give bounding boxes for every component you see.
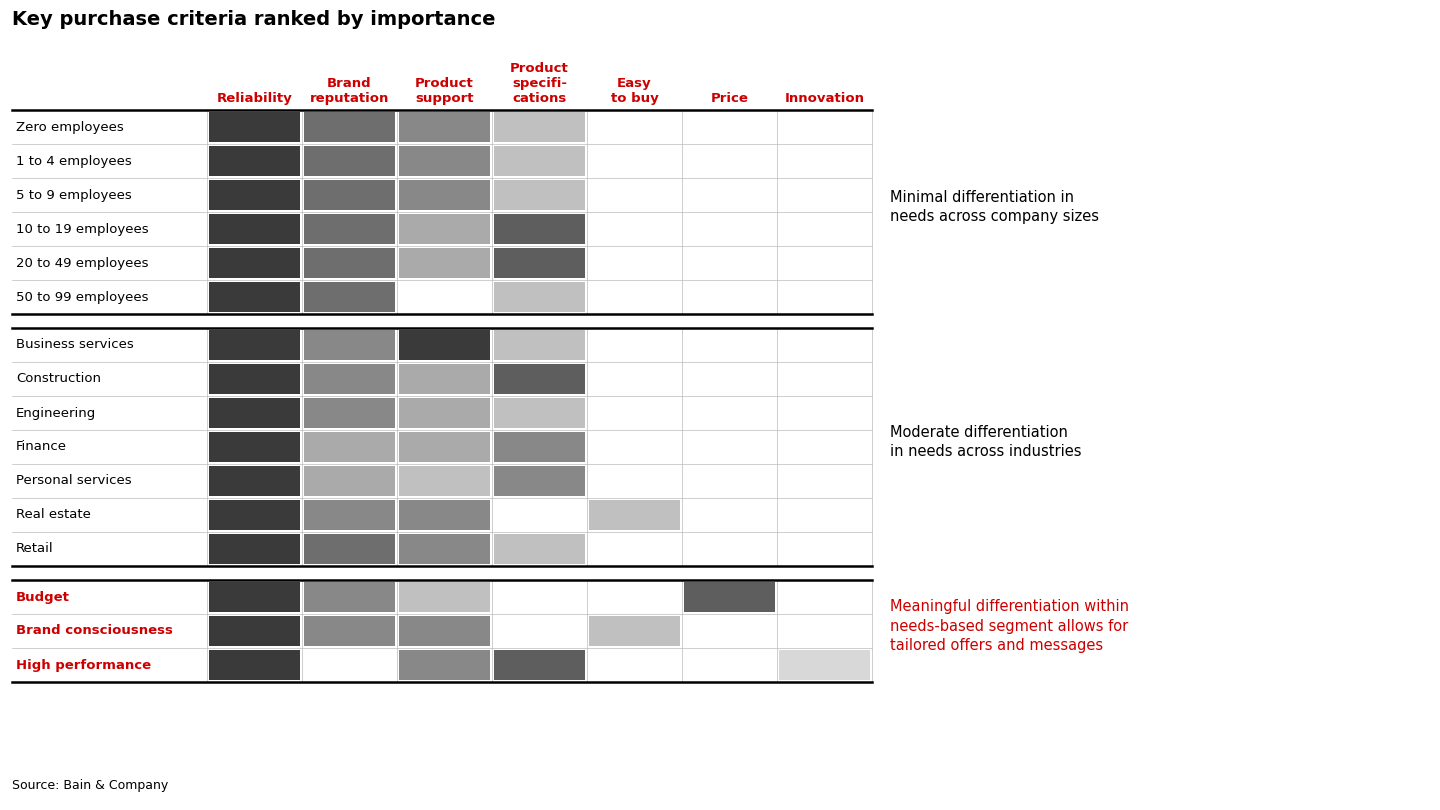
Bar xyxy=(209,214,300,244)
Bar xyxy=(304,248,395,278)
Bar xyxy=(684,582,775,612)
Bar xyxy=(304,180,395,210)
Bar xyxy=(304,282,395,312)
Bar xyxy=(494,534,585,564)
Bar xyxy=(304,616,395,646)
Bar xyxy=(399,214,490,244)
Bar xyxy=(494,364,585,394)
Text: Budget: Budget xyxy=(16,590,71,603)
Text: Real estate: Real estate xyxy=(16,509,91,522)
Text: Product
support: Product support xyxy=(415,77,474,105)
Bar xyxy=(494,112,585,142)
Bar xyxy=(494,466,585,496)
Text: Business services: Business services xyxy=(16,339,134,352)
Text: 50 to 99 employees: 50 to 99 employees xyxy=(16,291,148,304)
Bar xyxy=(304,432,395,462)
Bar xyxy=(399,364,490,394)
Text: Innovation: Innovation xyxy=(785,92,864,105)
Bar xyxy=(399,112,490,142)
Bar xyxy=(209,582,300,612)
Text: 20 to 49 employees: 20 to 49 employees xyxy=(16,257,148,270)
Text: Price: Price xyxy=(710,92,749,105)
Bar xyxy=(494,398,585,428)
Text: Key purchase criteria ranked by importance: Key purchase criteria ranked by importan… xyxy=(12,10,495,29)
Text: Personal services: Personal services xyxy=(16,475,131,488)
Bar xyxy=(304,466,395,496)
Text: Easy
to buy: Easy to buy xyxy=(611,77,658,105)
Text: Product
specifi-
cations: Product specifi- cations xyxy=(510,62,569,105)
Text: Reliability: Reliability xyxy=(216,92,292,105)
Bar xyxy=(209,282,300,312)
Bar xyxy=(494,432,585,462)
Bar xyxy=(209,616,300,646)
Bar xyxy=(399,330,490,360)
Text: Source: Bain & Company: Source: Bain & Company xyxy=(12,779,168,792)
Bar xyxy=(399,616,490,646)
Text: 5 to 9 employees: 5 to 9 employees xyxy=(16,189,131,202)
Text: Meaningful differentiation within
needs-based segment allows for
tailored offers: Meaningful differentiation within needs-… xyxy=(890,599,1129,654)
Bar xyxy=(494,282,585,312)
Text: Brand
reputation: Brand reputation xyxy=(310,77,389,105)
Text: High performance: High performance xyxy=(16,659,151,671)
Bar xyxy=(494,214,585,244)
Text: Zero employees: Zero employees xyxy=(16,121,124,134)
Bar xyxy=(209,466,300,496)
Text: Brand consciousness: Brand consciousness xyxy=(16,625,173,637)
Bar xyxy=(399,534,490,564)
Bar xyxy=(304,534,395,564)
Text: Retail: Retail xyxy=(16,543,53,556)
Bar xyxy=(779,650,870,680)
Bar xyxy=(209,248,300,278)
Bar xyxy=(399,466,490,496)
Bar xyxy=(494,330,585,360)
Bar xyxy=(399,248,490,278)
Bar xyxy=(589,500,680,530)
Bar xyxy=(209,364,300,394)
Text: Moderate differentiation
in needs across industries: Moderate differentiation in needs across… xyxy=(890,424,1081,459)
Bar xyxy=(209,112,300,142)
Bar xyxy=(589,616,680,646)
Bar xyxy=(209,330,300,360)
Bar xyxy=(494,146,585,176)
Bar xyxy=(399,432,490,462)
Bar xyxy=(304,330,395,360)
Bar xyxy=(399,500,490,530)
Text: 10 to 19 employees: 10 to 19 employees xyxy=(16,223,148,236)
Bar xyxy=(304,582,395,612)
Bar xyxy=(304,398,395,428)
Bar xyxy=(209,534,300,564)
Bar xyxy=(494,248,585,278)
Text: Construction: Construction xyxy=(16,373,101,386)
Bar xyxy=(304,364,395,394)
Bar xyxy=(209,500,300,530)
Bar xyxy=(209,146,300,176)
Bar xyxy=(304,146,395,176)
Text: 1 to 4 employees: 1 to 4 employees xyxy=(16,155,131,168)
Bar xyxy=(494,650,585,680)
Bar xyxy=(399,650,490,680)
Bar xyxy=(209,398,300,428)
Text: Engineering: Engineering xyxy=(16,407,96,420)
Text: Minimal differentiation in
needs across company sizes: Minimal differentiation in needs across … xyxy=(890,190,1099,224)
Bar xyxy=(494,180,585,210)
Bar xyxy=(304,112,395,142)
Bar xyxy=(399,398,490,428)
Bar xyxy=(209,432,300,462)
Bar xyxy=(209,650,300,680)
Bar xyxy=(399,146,490,176)
Bar xyxy=(399,582,490,612)
Text: Finance: Finance xyxy=(16,441,68,454)
Bar xyxy=(304,500,395,530)
Bar xyxy=(399,180,490,210)
Bar xyxy=(209,180,300,210)
Bar xyxy=(304,214,395,244)
